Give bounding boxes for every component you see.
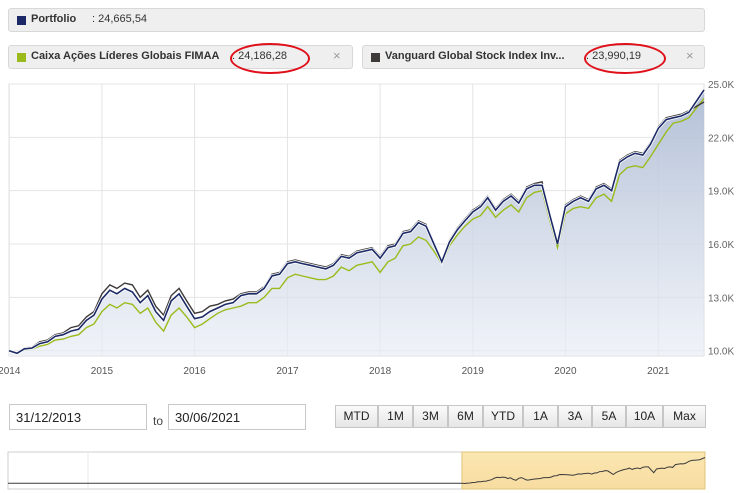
x-tick-label: 2015 xyxy=(91,366,114,377)
caixa-label: Caixa Ações Líderes Globais FIMAA xyxy=(31,50,220,62)
caixa-value: : 24,186,28 xyxy=(232,50,288,62)
navigator-line xyxy=(7,457,706,485)
range-button-1m[interactable]: 1M xyxy=(378,405,413,428)
close-icon[interactable]: × xyxy=(686,48,694,63)
vanguard-swatch xyxy=(371,53,380,62)
vanguard-value: : 23,990,19 xyxy=(586,50,642,62)
to-label: to xyxy=(153,414,164,428)
range-button-10a[interactable]: 10A xyxy=(626,405,663,428)
range-button-max[interactable]: Max xyxy=(663,405,706,428)
x-tick-label: 2020 xyxy=(554,366,577,377)
legend-portfolio: Portfolio : 24,665,54 xyxy=(8,8,705,32)
y-tick-label: 22.0K xyxy=(708,133,734,144)
x-tick-label: 2016 xyxy=(183,366,206,377)
range-button-ytd[interactable]: YTD xyxy=(483,405,523,428)
navigator-selection xyxy=(461,451,706,490)
portfolio-label: Portfolio xyxy=(31,13,77,25)
caixa-swatch xyxy=(17,53,26,62)
y-tick-label: 10.0K xyxy=(708,347,734,358)
legend-fund-caixa: Caixa Ações Líderes Globais FIMAA : 24,1… xyxy=(8,45,353,69)
y-tick-label: 13.0K xyxy=(708,293,734,304)
range-button-1a[interactable]: 1A xyxy=(523,405,558,428)
start-date-input[interactable] xyxy=(9,404,147,430)
x-tick-label: 2019 xyxy=(462,366,485,377)
x-tick-label: 2017 xyxy=(276,366,299,377)
close-icon[interactable]: × xyxy=(333,48,341,63)
series-line-caixa xyxy=(8,98,705,355)
legend-fund-vanguard: Vanguard Global Stock Index Inv... : 23,… xyxy=(362,45,705,69)
portfolio-value: : 24,665,54 xyxy=(92,13,148,25)
range-button-6m[interactable]: 6M xyxy=(448,405,483,428)
range-button-3m[interactable]: 3M xyxy=(413,405,448,428)
range-button-mtd[interactable]: MTD xyxy=(335,405,378,428)
vanguard-label: Vanguard Global Stock Index Inv... xyxy=(385,50,565,62)
portfolio-swatch xyxy=(17,16,26,25)
y-tick-label: 16.0K xyxy=(708,240,734,251)
range-button-5a[interactable]: 5A xyxy=(592,405,626,428)
x-tick-label: 2014 xyxy=(0,366,21,377)
y-tick-label: 19.0K xyxy=(708,187,734,198)
series-line-portfolio xyxy=(8,89,705,355)
range-button-3a[interactable]: 3A xyxy=(558,405,592,428)
x-tick-label: 2018 xyxy=(369,366,392,377)
end-date-input[interactable] xyxy=(168,404,306,430)
x-tick-label: 2021 xyxy=(647,366,670,377)
portfolio-area xyxy=(9,90,704,356)
y-tick-label: 25.0K xyxy=(708,80,734,91)
